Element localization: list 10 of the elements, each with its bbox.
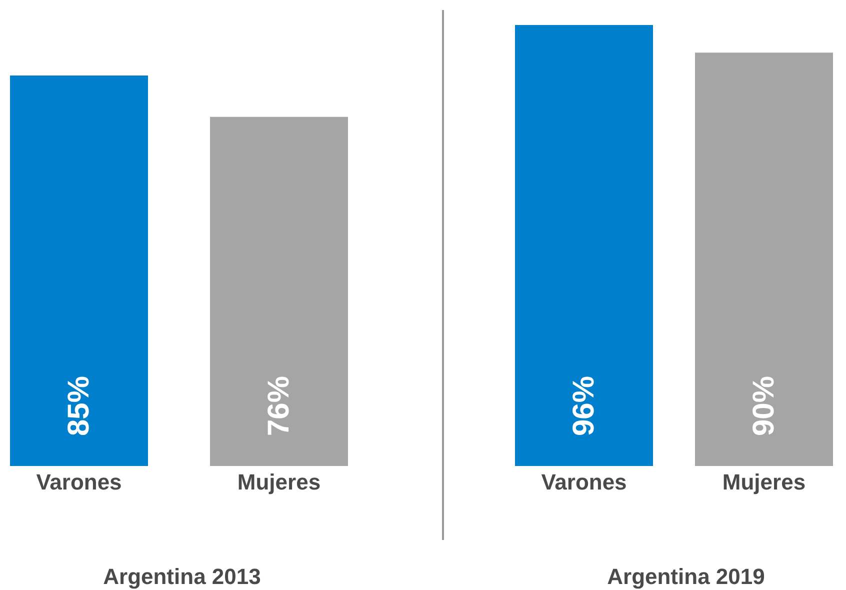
data-label: 96% [568,376,600,436]
x-tick-label: Varones [541,470,627,495]
data-label: 85% [62,376,96,436]
data-label: 90% [748,376,780,436]
x-axis-title: Argentina 2019 [606,564,766,590]
x-tick-label: Mujeres [237,470,321,495]
x-axis-title: Argentina 2013 [102,564,262,590]
data-label: 76% [262,376,296,436]
x-tick-label: Varones [36,470,122,495]
x-tick-label: Mujeres [722,470,806,495]
